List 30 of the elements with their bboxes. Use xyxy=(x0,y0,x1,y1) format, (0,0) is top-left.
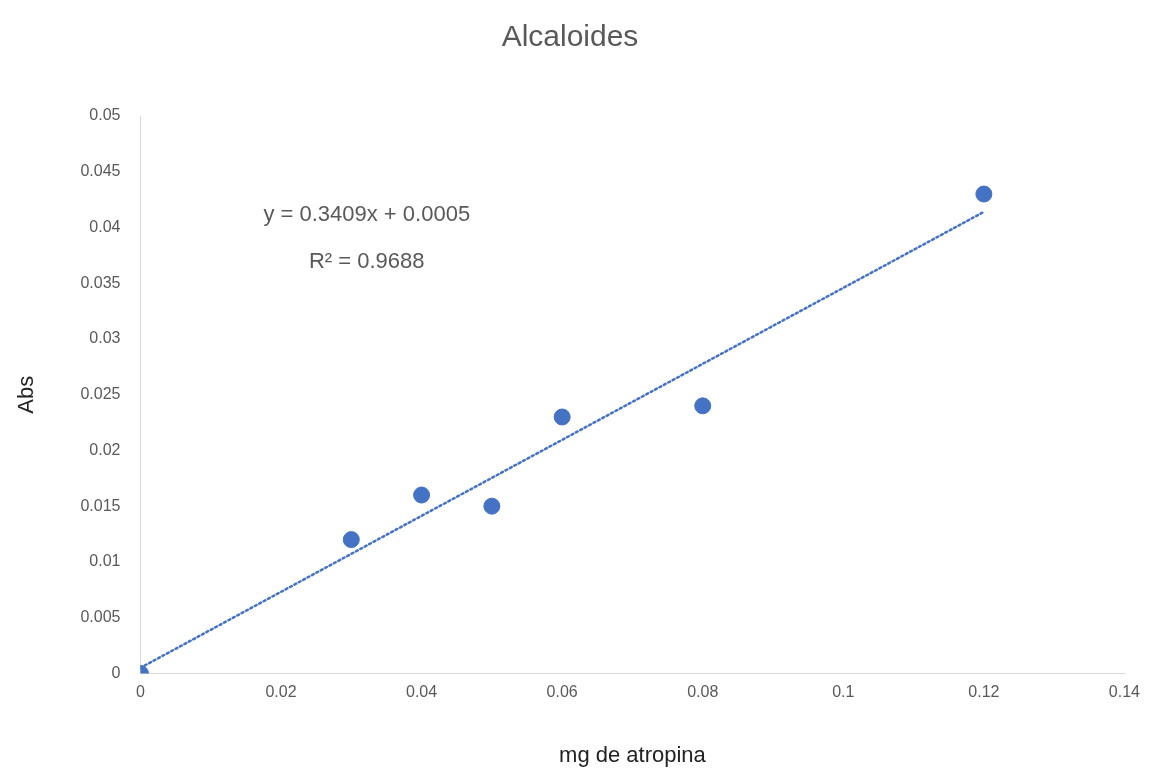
chart-title: Alcaloides xyxy=(501,19,639,53)
point xyxy=(483,497,501,515)
x-tick-label: 0.04 xyxy=(406,683,438,701)
x-tick-label: 0.12 xyxy=(968,683,1000,701)
y-tick-label: 0 xyxy=(111,663,121,681)
y-tick-label: 0.04 xyxy=(89,217,121,235)
annotation: R² = 0.9688 xyxy=(308,248,425,274)
y-tick-label: 0.035 xyxy=(80,273,121,291)
y-tick-label: 0.015 xyxy=(80,496,121,514)
x-tick-label: 0.14 xyxy=(1108,683,1141,701)
annotation: y = 0.3409x + 0.0005 xyxy=(263,200,471,226)
x-tick-label: 0.02 xyxy=(265,683,297,701)
x-tick-label: 0.08 xyxy=(687,683,719,701)
y-axis-title: Abs xyxy=(13,375,39,414)
point xyxy=(694,397,712,415)
y-tick-label: 0.03 xyxy=(89,329,121,347)
y-tick-label: 0.05 xyxy=(89,106,121,124)
x-axis-title: mg de atropina xyxy=(559,741,707,767)
y-tick-label: 0.02 xyxy=(89,440,121,458)
y-tick-label: 0.025 xyxy=(80,385,121,403)
y-tick-label: 0.01 xyxy=(89,552,121,570)
x-tick-label: 0.1 xyxy=(832,683,855,701)
y-tick-label: 0.045 xyxy=(80,162,121,180)
x-tick-label: 0 xyxy=(135,683,145,701)
point xyxy=(413,486,431,504)
y-tick-label: 0.005 xyxy=(80,608,121,626)
point xyxy=(975,185,993,203)
x-tick-label: 0.06 xyxy=(546,683,578,701)
point xyxy=(342,531,360,549)
point xyxy=(553,408,571,426)
